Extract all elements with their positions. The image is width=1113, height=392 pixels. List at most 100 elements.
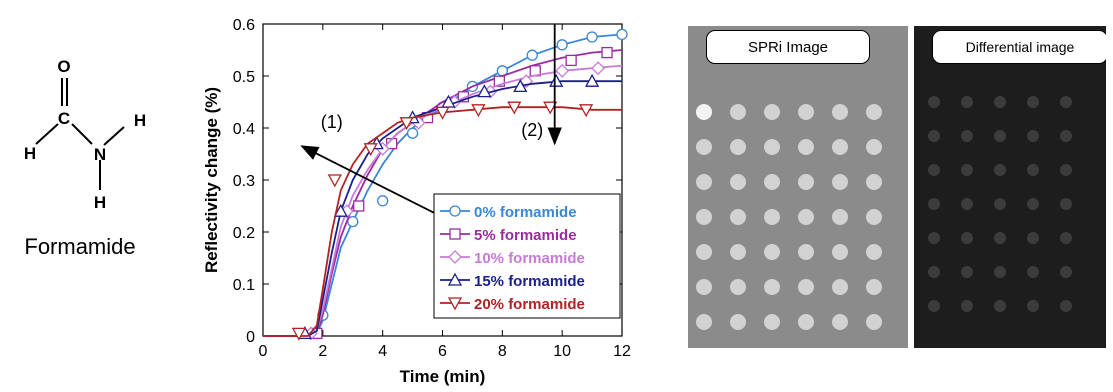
array-spot [1060, 198, 1072, 210]
y-axis-label: Reflectivity change (%) [202, 87, 221, 273]
array-spot [994, 130, 1006, 142]
legend-label-0: 0% formamide [474, 204, 577, 221]
data-point [435, 106, 450, 120]
array-spot [798, 244, 814, 260]
array-spot [764, 104, 780, 120]
atom-nitrogen: N [94, 145, 106, 164]
series-line-4 [263, 106, 622, 337]
array-spot [832, 209, 848, 225]
y-tick-label: 0.4 [233, 121, 255, 138]
data-point [579, 104, 594, 118]
data-point [555, 63, 570, 78]
array-spot [764, 314, 780, 330]
array-spot [994, 96, 1006, 108]
array-spot [696, 244, 712, 260]
data-point [526, 49, 538, 61]
array-spot [764, 174, 780, 190]
data-point [513, 79, 528, 93]
array-spot [994, 232, 1006, 244]
legend-marker-4 [447, 297, 463, 311]
array-spot [928, 266, 940, 278]
x-tick-label: 4 [378, 343, 387, 360]
atom-hydrogen-bottom: H [94, 193, 106, 212]
array-spot [1060, 266, 1072, 278]
array-spot [928, 130, 940, 142]
array-spot [730, 174, 746, 190]
x-tick-label: 10 [553, 343, 571, 360]
array-spot [730, 279, 746, 295]
x-tick-label: 12 [613, 343, 631, 360]
x-tick-label: 6 [438, 343, 447, 360]
array-spot [798, 209, 814, 225]
array-spot [1060, 164, 1072, 176]
y-tick-label: 0.2 [233, 225, 255, 242]
array-spot [961, 198, 973, 210]
array-spot [832, 104, 848, 120]
array-spot [1027, 130, 1039, 142]
array-spot [764, 279, 780, 295]
molecule-caption: Formamide [24, 234, 135, 259]
differential-image-panel: Differential image [914, 26, 1106, 348]
annotation-arrow-1 [300, 145, 452, 223]
atom-carbon: C [58, 109, 70, 128]
array-spot [994, 164, 1006, 176]
annotation-label-2: (2) [521, 120, 543, 140]
legend-marker-3 [447, 272, 463, 286]
data-point [471, 104, 486, 118]
y-tick-label: 0.6 [233, 17, 255, 34]
array-spot [961, 130, 973, 142]
array-spot [1027, 164, 1039, 176]
array-spot [832, 314, 848, 330]
array-spot [961, 164, 973, 176]
array-spot [961, 300, 973, 312]
array-spot [866, 139, 882, 155]
data-point [377, 195, 389, 207]
array-spot [961, 266, 973, 278]
array-spot [994, 266, 1006, 278]
array-spot [866, 244, 882, 260]
array-spot [1027, 266, 1039, 278]
legend-box [433, 193, 621, 319]
legend-label-4: 20% formamide [474, 296, 585, 313]
array-spot [696, 314, 712, 330]
array-spot [866, 209, 882, 225]
array-spot [764, 139, 780, 155]
differential-image-label: Differential image [932, 30, 1106, 64]
array-spot [696, 104, 712, 120]
data-point [333, 203, 348, 217]
x-tick-label: 0 [259, 343, 268, 360]
array-spot [866, 104, 882, 120]
spri-image-panel: SPRi Image [688, 26, 908, 348]
y-tick-label: 0.5 [233, 69, 255, 86]
array-spot [994, 198, 1006, 210]
legend-label-2: 10% formamide [474, 250, 585, 267]
data-point [406, 127, 419, 139]
array-spot [832, 279, 848, 295]
data-point [353, 200, 365, 212]
data-point [291, 327, 306, 341]
array-spot [798, 139, 814, 155]
array-spot [730, 209, 746, 225]
formamide-structure: O C H N H H Formamide [24, 57, 146, 259]
atom-hydrogen-left: H [24, 144, 36, 163]
array-spot [866, 279, 882, 295]
array-spot [798, 174, 814, 190]
data-point [493, 75, 505, 87]
data-point [347, 215, 359, 228]
array-spot [1060, 300, 1072, 312]
data-point [543, 101, 558, 115]
array-spot [764, 209, 780, 225]
series-line-3 [263, 80, 622, 337]
array-spot [798, 279, 814, 295]
array-spot [928, 198, 940, 210]
array-spot [1027, 300, 1039, 312]
reflectivity-chart: 0 2 4 6 8 10 12 0 0.1 0.2 0.3 0.4 0.5 0.6 Time (min) Re… [202, 17, 631, 386]
array-spot [730, 139, 746, 155]
array-spot [866, 314, 882, 330]
array-spot [832, 174, 848, 190]
array-spot [798, 104, 814, 120]
array-spot [1027, 198, 1039, 210]
data-point [507, 101, 522, 115]
annotation-label-1: (1) [321, 112, 343, 132]
data-point [556, 39, 568, 51]
